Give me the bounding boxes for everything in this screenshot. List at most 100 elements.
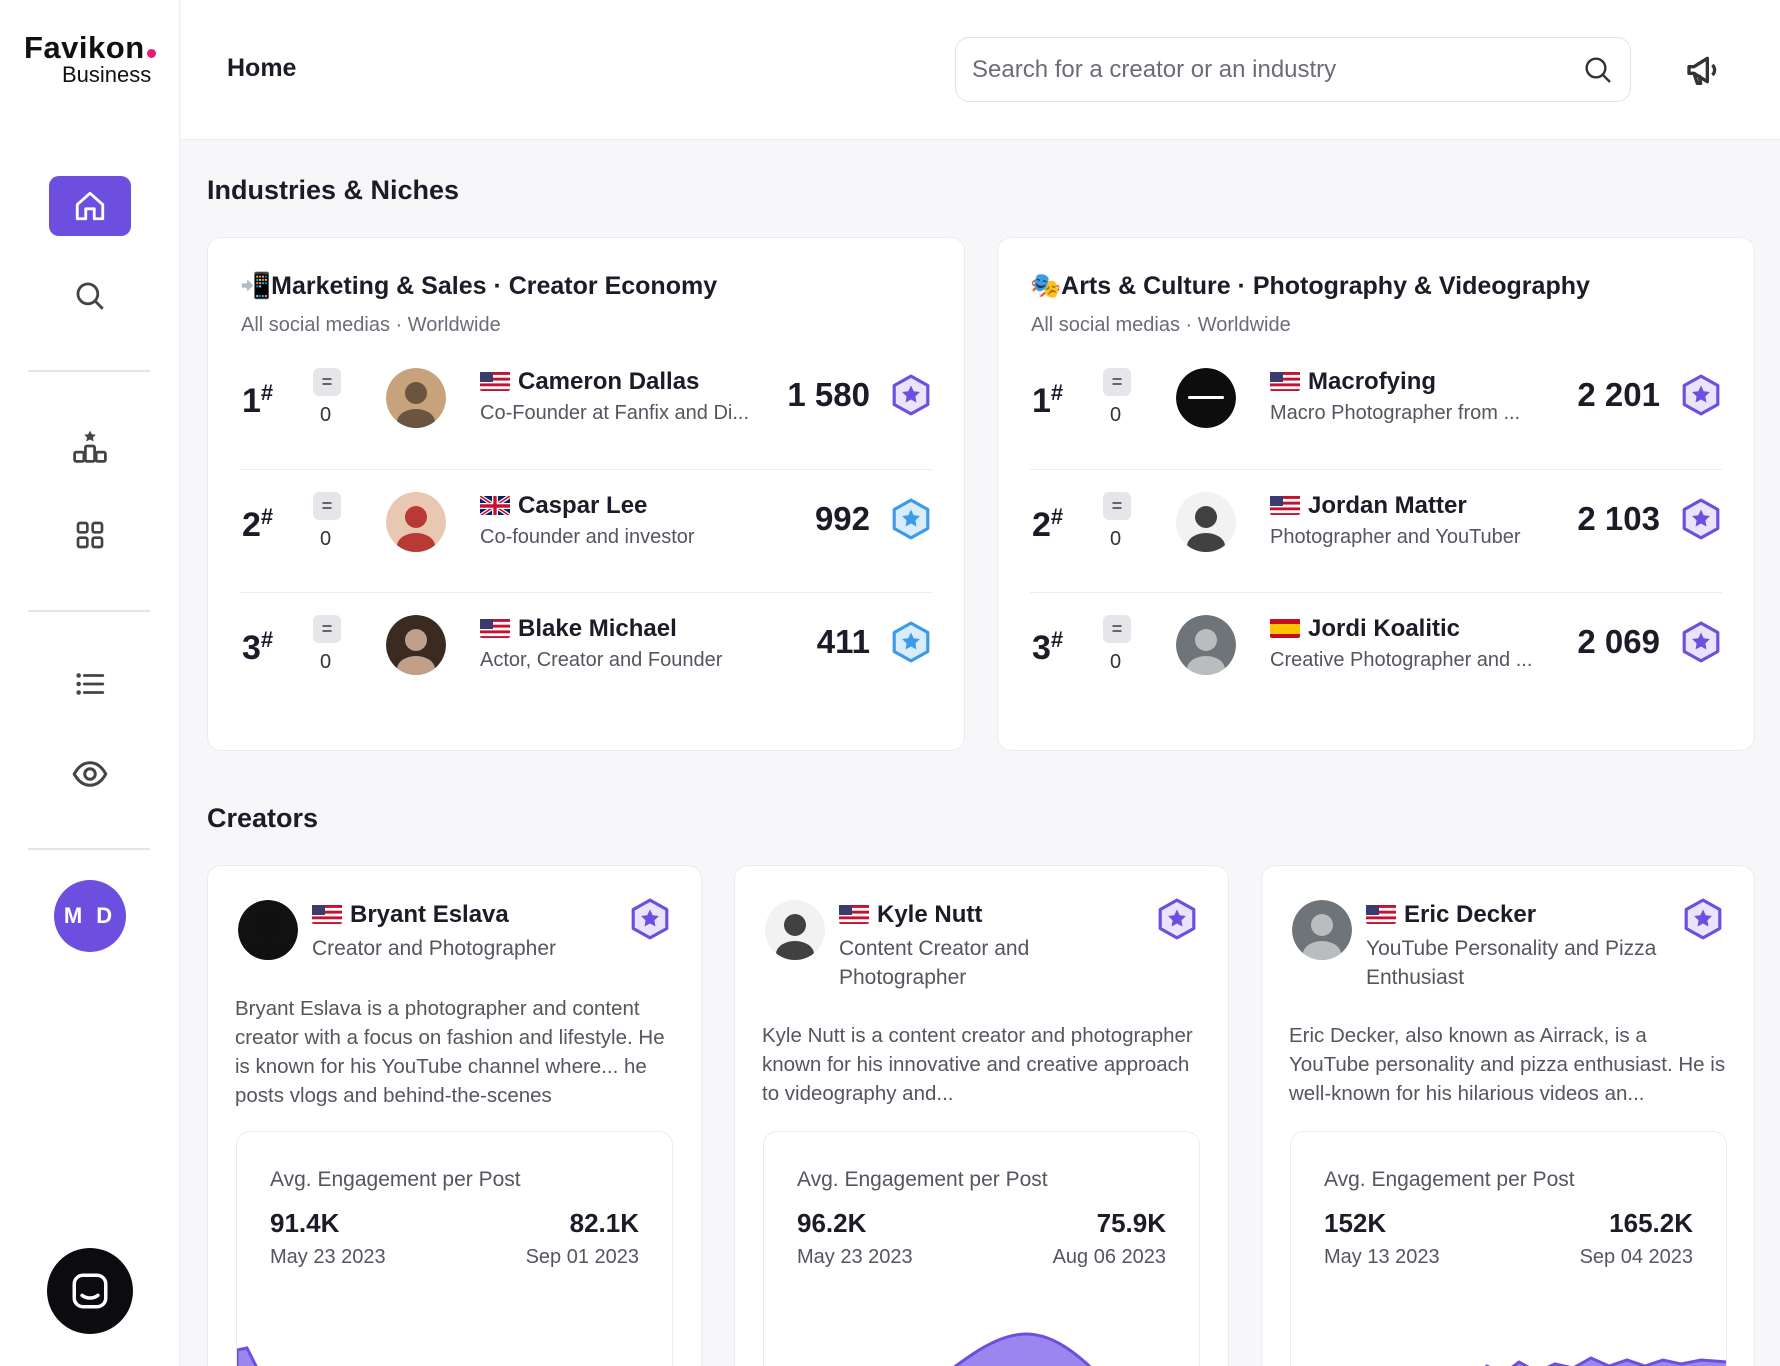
creator-name[interactable]: Blake Michael [480,615,677,643]
score-badge-icon [1682,621,1720,663]
creator-avatar[interactable] [238,900,298,960]
creator-description: Co-Founder at Fanfix and Di... [480,402,750,424]
creator-name[interactable]: Kyle Nutt [839,901,982,929]
creator-avatar[interactable] [1176,615,1236,675]
industry-emoji: 🎭 [1030,272,1062,300]
eye-icon [72,761,108,787]
nav-divider [28,610,150,612]
ranking-row[interactable]: 3# = 0 Blake Michael Actor, Creator and … [240,592,932,715]
search-icon[interactable] [1582,54,1614,86]
score-badge-icon [892,621,930,663]
ranking-icon [73,430,107,463]
nav-search[interactable] [49,266,131,326]
industry-card[interactable]: 🎭Arts & Culture · Photography & Videogra… [997,237,1755,751]
creator-name[interactable]: Cameron Dallas [480,368,699,396]
engagement-label: Avg. Engagement per Post [270,1168,521,1191]
creator-description: Co-founder and investor [480,526,695,548]
brand-logo[interactable]: Favikon Business [24,32,156,86]
rank-change-icon: = [313,615,341,643]
rank-change-value: 0 [1110,651,1122,673]
creator-avatar[interactable] [386,368,446,428]
engagement-end-value: 165.2K [1609,1208,1693,1238]
nav-rankings[interactable] [49,416,131,476]
flag-us-icon [480,371,510,391]
page-title: Home [227,54,297,82]
top-header: Home [181,0,1780,140]
engagement-panel: Avg. Engagement per Post 152K 165.2K May… [1290,1131,1727,1366]
engagement-end-date: Sep 04 2023 [1579,1246,1693,1268]
industry-card[interactable]: 📲Marketing & Sales · Creator Economy All… [207,237,965,751]
search-box[interactable] [955,37,1631,102]
section-title-industries: Industries & Niches [207,175,460,205]
flag-uk-icon [480,495,510,515]
nav-home[interactable] [49,176,131,236]
nav-divider [28,848,150,850]
score-badge [1682,898,1724,945]
creator-avatar[interactable] [1292,900,1352,960]
engagement-chart [237,1346,258,1366]
creator-score: 411 [816,623,870,660]
brand-name: Favikon [24,30,145,65]
creator-bio: Eric Decker, also known as Airrack, is a… [1289,1024,1726,1105]
creator-card[interactable]: Kyle Nutt Content Creator and Photograph… [734,865,1229,1366]
nav-categories[interactable] [49,505,131,565]
creator-score: 2 103 [1577,500,1660,537]
creator-card[interactable]: Eric Decker YouTube Personality and Pizz… [1261,865,1755,1366]
ranking-row[interactable]: 1# = 0 Cameron Dallas Co-Founder at Fanf… [240,346,932,469]
engagement-start-value: 91.4K [270,1208,340,1238]
sidebar: Favikon Business M D [0,0,180,1366]
creator-description: Actor, Creator and Founder [480,649,723,671]
rank-change-icon: = [1103,492,1131,520]
ranking-row[interactable]: 3# = 0 Jordi Koalitic Creative Photograp… [1030,592,1722,715]
flag-us-icon [1366,904,1396,924]
industry-title: 📲Marketing & Sales · Creator Economy [240,272,718,300]
brand-dot [146,49,156,58]
creator-name[interactable]: Bryant Eslava [312,901,509,929]
creator-name[interactable]: Jordan Matter [1270,492,1467,520]
brand-sub: Business [62,62,152,87]
flag-us-icon [1270,495,1300,515]
creator-avatar[interactable] [765,900,825,960]
flag-us-icon [1270,371,1300,391]
creator-avatar[interactable] [1176,368,1236,428]
ranking-row[interactable]: 2# = 0 Jordan Matter Photographer and Yo… [1030,469,1722,592]
industry-subtitle: All social medias · Worldwide [241,314,501,336]
creator-name[interactable]: Macrofying [1270,368,1436,396]
score-badge [890,621,932,668]
creator-card[interactable]: Bryant Eslava Creator and Photographer B… [207,865,702,1366]
creator-name[interactable]: Eric Decker [1366,901,1536,929]
flag-us-icon [312,904,342,924]
creator-avatar[interactable] [1176,492,1236,552]
engagement-panel: Avg. Engagement per Post 96.2K 75.9K May… [763,1131,1200,1366]
nav-lists[interactable] [49,654,131,714]
industry-subtitle: All social medias · Worldwide [1031,314,1291,336]
creator-name[interactable]: Jordi Koalitic [1270,615,1460,643]
ranking-row[interactable]: 2# = 0 Caspar Lee Co-founder and investo… [240,469,932,592]
engagement-start-date: May 13 2023 [1324,1246,1440,1268]
creator-avatar[interactable] [386,615,446,675]
creator-description: Photographer and YouTuber [1270,526,1521,548]
industry-emoji: 📲 [240,272,272,300]
megaphone-icon[interactable] [1684,50,1724,90]
creator-bio: Kyle Nutt is a content creator and photo… [762,1024,1193,1105]
chat-button[interactable] [47,1248,133,1334]
engagement-end-date: Aug 06 2023 [1052,1246,1166,1268]
nav-watch[interactable] [49,744,131,804]
search-input[interactable] [972,38,1572,101]
grid-icon [76,521,104,549]
chat-icon [72,1273,108,1309]
home-icon [75,191,105,221]
engagement-label: Avg. Engagement per Post [1324,1168,1575,1191]
score-badge [1680,498,1722,545]
ranking-row[interactable]: 1# = 0 Macrofying Macro Photographer fro… [1030,346,1722,469]
score-badge-icon [1158,898,1196,940]
engagement-end-value: 82.1K [569,1208,639,1238]
engagement-end-value: 75.9K [1096,1208,1166,1238]
flag-es-icon [1270,618,1300,638]
flag-us-icon [839,904,869,924]
creator-avatar[interactable] [386,492,446,552]
score-badge [1156,898,1198,945]
user-avatar[interactable]: M D [54,880,126,952]
rank-number: 3# [242,627,274,667]
creator-name[interactable]: Caspar Lee [480,492,647,520]
